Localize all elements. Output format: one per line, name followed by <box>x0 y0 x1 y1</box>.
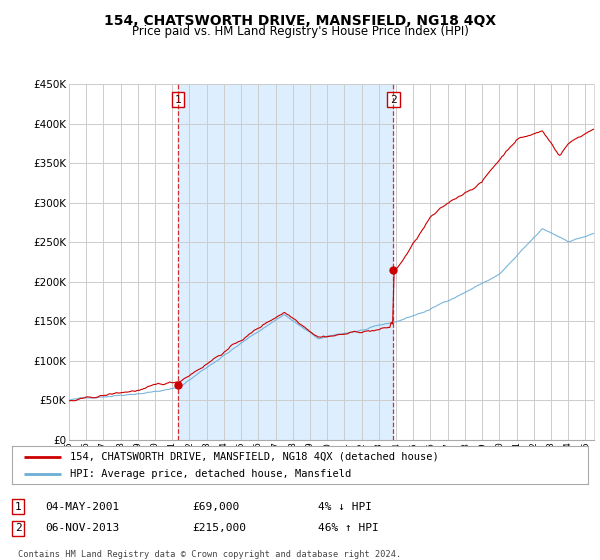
Text: 1: 1 <box>14 502 22 512</box>
Text: Contains HM Land Registry data © Crown copyright and database right 2024.
This d: Contains HM Land Registry data © Crown c… <box>18 550 401 560</box>
Text: HPI: Average price, detached house, Mansfield: HPI: Average price, detached house, Mans… <box>70 469 351 479</box>
Text: 4% ↓ HPI: 4% ↓ HPI <box>318 502 372 512</box>
Text: 06-NOV-2013: 06-NOV-2013 <box>45 523 119 533</box>
Text: 154, CHATSWORTH DRIVE, MANSFIELD, NG18 4QX: 154, CHATSWORTH DRIVE, MANSFIELD, NG18 4… <box>104 14 496 28</box>
Text: £69,000: £69,000 <box>192 502 239 512</box>
Text: 46% ↑ HPI: 46% ↑ HPI <box>318 523 379 533</box>
Text: 2: 2 <box>14 523 22 533</box>
Text: 2: 2 <box>390 95 397 105</box>
Text: 154, CHATSWORTH DRIVE, MANSFIELD, NG18 4QX (detached house): 154, CHATSWORTH DRIVE, MANSFIELD, NG18 4… <box>70 451 439 461</box>
Text: 1: 1 <box>175 95 182 105</box>
Text: Price paid vs. HM Land Registry's House Price Index (HPI): Price paid vs. HM Land Registry's House … <box>131 25 469 38</box>
Bar <box>178 84 394 440</box>
Text: £215,000: £215,000 <box>192 523 246 533</box>
Text: 04-MAY-2001: 04-MAY-2001 <box>45 502 119 512</box>
